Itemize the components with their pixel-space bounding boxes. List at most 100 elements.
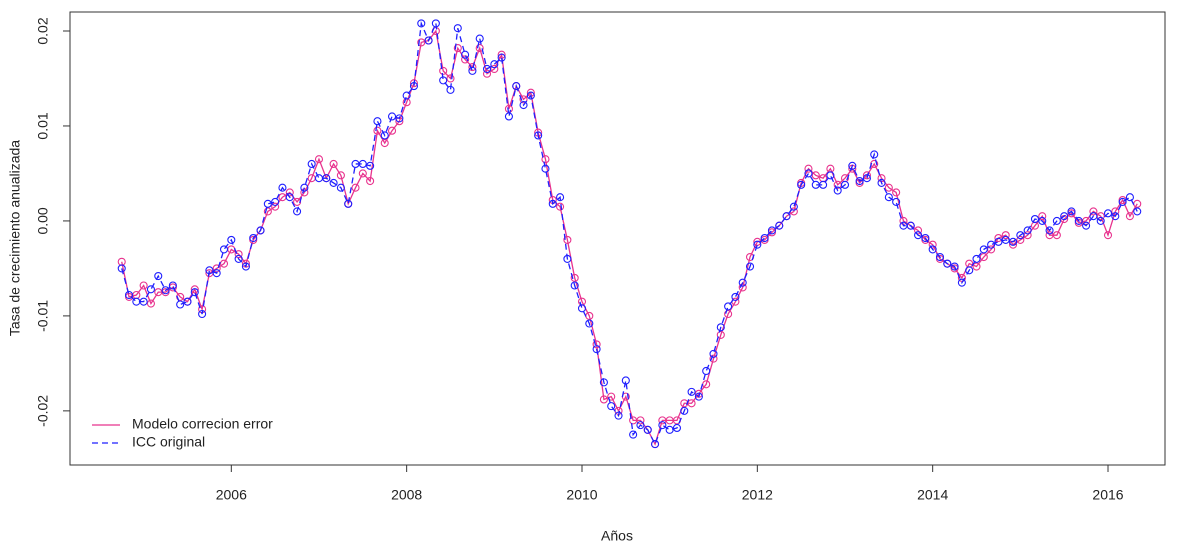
data-point [928,240,937,249]
data-point [979,252,988,262]
data-point [366,161,375,170]
data-point [972,262,981,271]
data-point [548,199,557,208]
data-point [556,202,565,211]
legend-label: ICC original [132,434,205,450]
data-point [402,91,411,100]
data-point [928,245,937,254]
data-point [409,82,419,91]
data-point [314,174,324,183]
data-point [198,309,207,319]
data-point [285,193,294,202]
data-point [884,183,893,192]
data-point [957,278,966,287]
data-point [146,299,155,308]
data-point [702,366,711,376]
data-point [833,186,842,195]
data-point [614,411,623,420]
data-point [687,387,696,396]
data-point [146,285,155,294]
data-point [680,406,689,415]
data-point [914,231,923,240]
data-point [490,60,499,69]
data-point [592,345,601,354]
data-point [914,226,923,235]
data-point [263,199,272,208]
data-point [358,159,367,168]
data-point [1008,237,1018,246]
data-point [541,164,550,173]
data-point [344,199,353,208]
data-point [497,53,506,62]
data-point [117,264,126,273]
data-point [1045,226,1054,235]
data-point [665,425,674,434]
data-point [804,169,813,178]
data-point [526,91,535,100]
data-point [892,188,901,197]
y-tick-label: 0.00 [35,207,51,234]
data-point [154,271,163,281]
data-point [607,392,616,401]
data-point [190,285,199,294]
data-point [336,171,345,180]
data-point [570,273,579,282]
data-point [1089,207,1098,216]
data-point [599,378,608,387]
data-point [636,416,645,425]
data-point [263,207,272,216]
data-point [650,440,660,449]
data-point [943,259,952,268]
data-point [892,197,901,206]
y-tick-label: 0.02 [35,17,51,44]
data-point [219,259,229,268]
data-point [716,330,725,339]
data-point [1074,216,1083,225]
data-point [541,155,550,164]
data-point [234,254,243,263]
data-point [212,269,221,278]
series-line [121,20,1138,446]
data-point [577,304,587,313]
data-point [811,171,820,180]
data-point [1133,207,1142,216]
data-point [1001,235,1010,244]
data-point [439,76,448,85]
data-point [819,180,828,189]
data-point [300,183,309,192]
data-point [607,402,616,411]
data-point [387,126,397,135]
data-point [672,423,682,433]
data-point [716,323,725,332]
data-point [658,421,667,430]
data-point [775,221,784,230]
data-point [848,161,857,170]
data-point [139,297,148,306]
data-point [168,281,177,290]
x-tick-label: 2014 [917,487,948,503]
data-point [139,281,148,290]
data-point [351,183,360,192]
data-point [709,349,718,358]
data-point [1096,216,1105,225]
data-point [512,82,521,91]
data-point [1133,199,1142,208]
data-point [840,180,850,189]
data-point [468,66,477,75]
data-point [482,64,492,74]
data-point [380,131,389,140]
data-point [249,233,258,243]
legend-label: Modelo correcion error [132,416,273,432]
data-point [482,69,492,78]
data-point [1001,231,1010,240]
data-point [994,233,1003,243]
data-point [329,178,338,187]
data-point [906,221,915,230]
x-tick-label: 2008 [391,487,422,503]
data-point [797,180,806,189]
data-point [329,159,338,168]
data-point [453,24,462,33]
data-point [855,176,864,186]
data-point [585,319,594,328]
data-point [563,235,572,244]
